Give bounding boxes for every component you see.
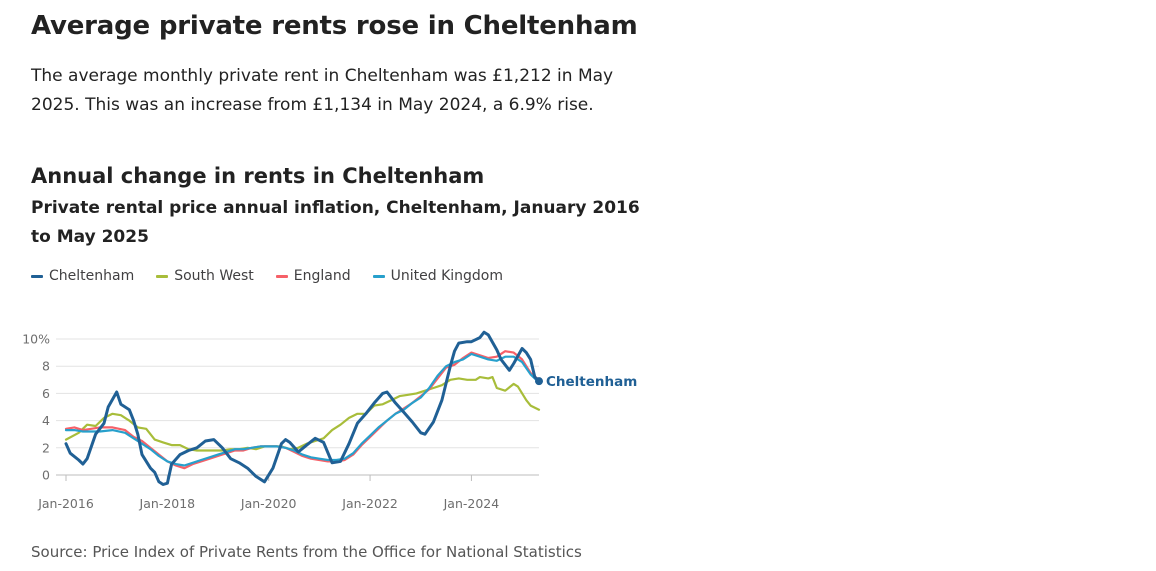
chart-title: Private rental price annual inflation, C… bbox=[31, 198, 640, 247]
summary-text: The average monthly private rent in Chel… bbox=[31, 66, 614, 115]
series-line-cheltenham bbox=[64, 330, 541, 486]
x-tick-label: Jan-2018 bbox=[139, 496, 196, 511]
legend-swatch-united-kingdom bbox=[372, 274, 385, 278]
legend-swatch-england bbox=[275, 274, 288, 278]
y-tick-label: 4 bbox=[42, 413, 50, 428]
x-tick-label: Jan-2016 bbox=[37, 496, 94, 511]
legend-swatch-cheltenham bbox=[31, 274, 43, 278]
source-note: Source: Price Index of Private Rents fro… bbox=[31, 543, 582, 561]
legend-swatch-south-west bbox=[156, 274, 169, 278]
x-tick-label: Jan-2020 bbox=[240, 496, 297, 511]
x-tick-label: Jan-2022 bbox=[341, 496, 398, 511]
chart-heading: Annual change in rents in Cheltenham bbox=[31, 164, 485, 188]
x-tick-label: Jan-2024 bbox=[443, 496, 500, 511]
y-tick-label: 2 bbox=[42, 440, 50, 455]
chart-legend: Cheltenham South West England United Kin… bbox=[31, 268, 503, 284]
legend-label-united-kingdom: United Kingdom bbox=[390, 268, 503, 284]
series-line-south-west bbox=[64, 376, 541, 452]
y-tick-label: 0 bbox=[42, 468, 50, 483]
legend-label-cheltenham: Cheltenham bbox=[49, 268, 135, 284]
legend-item-south-west: South West bbox=[156, 268, 254, 284]
line-chart: 0 2 4 6 8 10% Jan-2016 Jan-2018 Jan-2020 Jan-2022… bbox=[22, 330, 637, 511]
series-line-united-kingdom bbox=[64, 352, 541, 467]
legend-label-south-west: South West bbox=[174, 268, 254, 284]
end-point-cheltenham bbox=[535, 377, 543, 386]
y-tick-label: 6 bbox=[42, 386, 50, 401]
legend-item-england: England bbox=[275, 268, 351, 284]
legend-label-england: England bbox=[293, 268, 351, 284]
y-tick-label: 10% bbox=[22, 332, 50, 347]
series-line-england bbox=[64, 350, 541, 470]
headline: Average private rents rose in Cheltenham bbox=[31, 11, 638, 41]
legend-item-cheltenham: Cheltenham bbox=[31, 268, 134, 284]
y-tick-label: 8 bbox=[42, 359, 50, 374]
legend-item-united-kingdom: United Kingdom bbox=[372, 268, 503, 284]
end-label-cheltenham: Cheltenham bbox=[546, 374, 637, 390]
